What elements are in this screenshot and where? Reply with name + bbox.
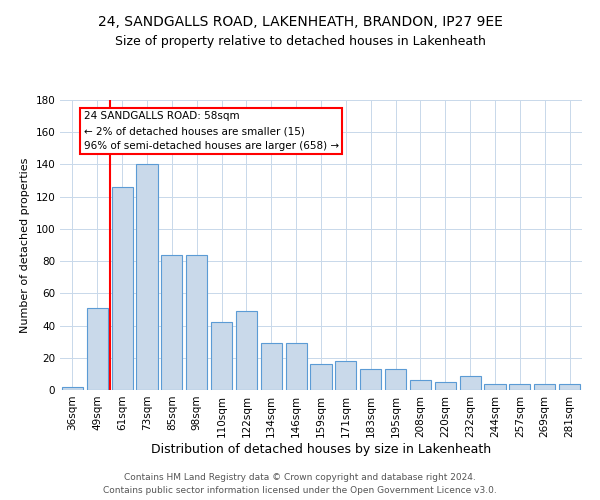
Bar: [87, 308, 108, 390]
Bar: [509, 384, 530, 390]
Bar: [236, 311, 257, 390]
Bar: [186, 254, 207, 390]
Bar: [559, 384, 580, 390]
Bar: [310, 364, 332, 390]
Bar: [261, 344, 282, 390]
Bar: [335, 361, 356, 390]
Bar: [534, 384, 555, 390]
Bar: [460, 376, 481, 390]
Text: 24, SANDGALLS ROAD, LAKENHEATH, BRANDON, IP27 9EE: 24, SANDGALLS ROAD, LAKENHEATH, BRANDON,…: [98, 15, 502, 29]
Bar: [62, 387, 83, 390]
Bar: [161, 254, 182, 390]
Bar: [435, 382, 456, 390]
Text: Contains HM Land Registry data © Crown copyright and database right 2024.
Contai: Contains HM Land Registry data © Crown c…: [103, 474, 497, 495]
Text: Size of property relative to detached houses in Lakenheath: Size of property relative to detached ho…: [115, 35, 485, 48]
Bar: [385, 369, 406, 390]
Bar: [360, 369, 381, 390]
Bar: [410, 380, 431, 390]
Bar: [112, 187, 133, 390]
Text: Distribution of detached houses by size in Lakenheath: Distribution of detached houses by size …: [151, 442, 491, 456]
Bar: [136, 164, 158, 390]
Bar: [286, 344, 307, 390]
Y-axis label: Number of detached properties: Number of detached properties: [20, 158, 30, 332]
Bar: [484, 384, 506, 390]
Bar: [211, 322, 232, 390]
Text: 24 SANDGALLS ROAD: 58sqm
← 2% of detached houses are smaller (15)
96% of semi-de: 24 SANDGALLS ROAD: 58sqm ← 2% of detache…: [83, 112, 339, 151]
